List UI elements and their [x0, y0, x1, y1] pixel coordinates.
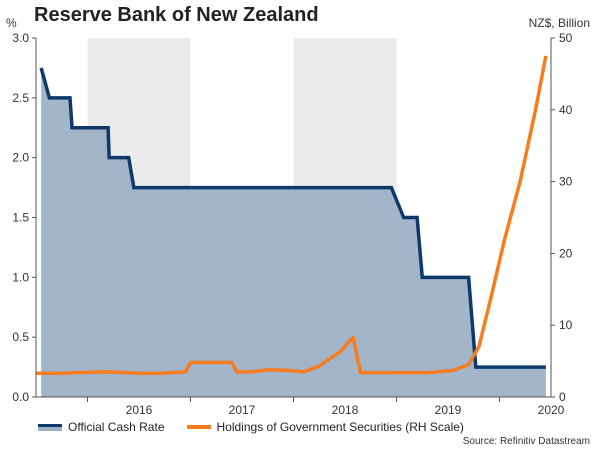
x-tick-label-0: 2016 — [126, 403, 153, 417]
right-tick-label-0: 0 — [559, 390, 566, 404]
x-tick-label-4: 2020 — [538, 403, 565, 417]
left-tick-label-0: 0.0 — [12, 390, 29, 404]
series-cash-rate-area — [41, 67, 546, 398]
left-tick-label-1: 0.5 — [12, 330, 29, 344]
right-tick-label-5: 50 — [559, 31, 573, 45]
left-tick-label-6: 3.0 — [12, 31, 29, 45]
legend-swatch-gov-securities — [186, 425, 211, 429]
legend-swatch-cash-rate — [38, 423, 62, 431]
legend-label-cash-rate: Official Cash Rate — [68, 420, 165, 434]
series-gov-securities-line — [36, 55, 548, 376]
left-tick-label-3: 1.5 — [12, 211, 29, 225]
left-axis-unit: % — [6, 16, 17, 30]
x-tick-label-3: 2019 — [435, 403, 462, 417]
left-tick-label-5: 2.5 — [12, 91, 29, 105]
legend: Official Cash Rate Holdings of Governmen… — [38, 420, 486, 434]
x-tick-label-2: 2018 — [332, 403, 359, 417]
right-axis-unit: NZ$, Billion — [528, 16, 590, 30]
left-tick-label-4: 2.0 — [12, 151, 29, 165]
series-cash-rate-line — [39, 67, 546, 369]
right-tick-label-3: 30 — [559, 175, 573, 189]
left-tick-label-2: 1.0 — [12, 270, 29, 284]
x-tick-label-1: 2017 — [229, 403, 256, 417]
right-tick-label-2: 20 — [559, 246, 573, 260]
right-tick-label-4: 40 — [559, 103, 573, 117]
legend-item-gov-securities: Holdings of Government Securities (RH Sc… — [186, 420, 464, 434]
right-tick-label-1: 10 — [559, 318, 573, 332]
legend-label-gov-securities: Holdings of Government Securities (RH Sc… — [216, 420, 464, 434]
source-note: Source: Refinitiv Datastream — [462, 436, 590, 447]
legend-item-cash-rate: Official Cash Rate — [38, 420, 165, 434]
chart-title: Reserve Bank of New Zealand — [34, 4, 319, 26]
